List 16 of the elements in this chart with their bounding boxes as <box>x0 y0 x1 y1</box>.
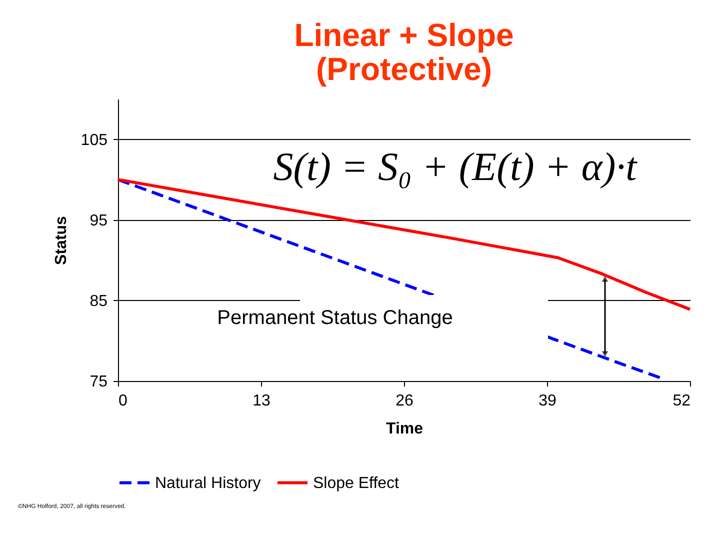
x-tick-label: 52 <box>672 392 691 410</box>
annotation: S(t) = S₀ + (E(t) + α)·t <box>273 144 638 189</box>
y-tick-label: 75 <box>90 374 108 390</box>
y-tick-label: 95 <box>90 212 108 230</box>
x-tick-label: 26 <box>396 392 414 410</box>
annotation: Permanent Status Change <box>217 307 453 329</box>
x-tick-label: 0 <box>118 392 128 410</box>
x-tick-label: 13 <box>252 392 270 410</box>
y-tick-label: 85 <box>90 292 108 310</box>
y-tick-label: 105 <box>80 132 108 149</box>
x-tick-label: 39 <box>538 392 556 410</box>
legend-label: Natural History <box>155 474 261 492</box>
y-axis-title: Status <box>52 216 70 265</box>
legend-label: Slope Effect <box>313 474 400 492</box>
x-axis-title: Time <box>386 420 424 438</box>
text: Linear + Slope <box>294 17 514 53</box>
